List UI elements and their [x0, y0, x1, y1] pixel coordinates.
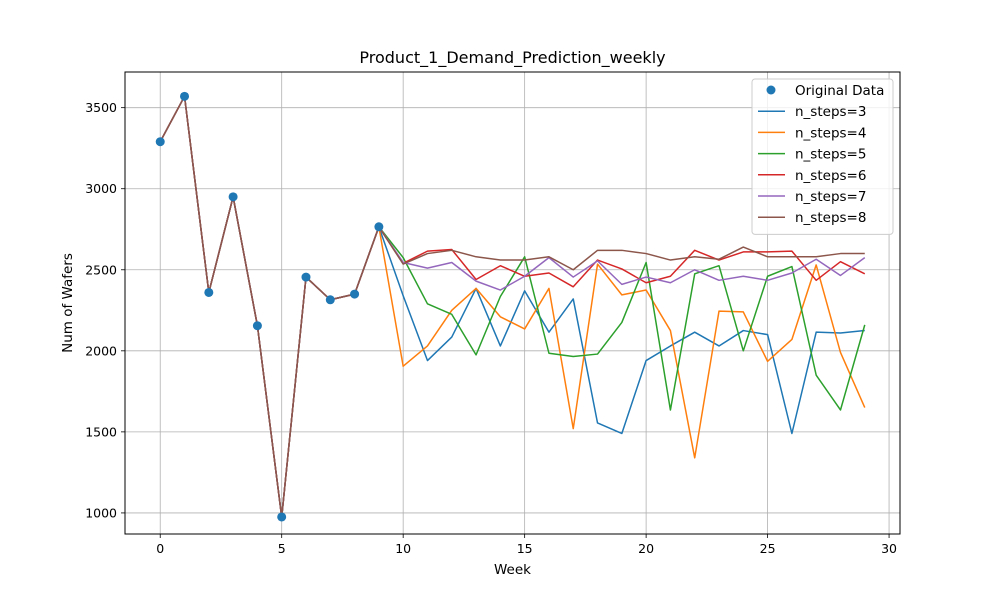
- y-tick-label: 1500: [85, 424, 117, 439]
- original-data-point: [228, 192, 238, 202]
- legend: Original Data n_steps=3 n_steps=4 n_steps=5…: [751, 78, 894, 235]
- plot-frame: [124, 71, 901, 535]
- y-tick-label: 1000: [85, 505, 117, 520]
- legend-box: [751, 78, 894, 235]
- original-data-point: [301, 272, 311, 282]
- series-layer: [159, 95, 866, 518]
- original-data-point: [374, 222, 384, 232]
- x-tick-label: 5: [278, 541, 286, 556]
- legend-label: n_steps=6: [795, 168, 866, 184]
- original-data-point: [180, 91, 190, 101]
- x-tick-label: 30: [881, 541, 897, 556]
- legend-label: n_steps=3: [795, 104, 866, 120]
- y-axis-ticks: 1000 1500 2000 2500 3000 3500: [85, 100, 125, 520]
- legend-label: n_steps=8: [795, 210, 866, 226]
- legend-label: Original Data: [795, 83, 884, 99]
- x-axis-ticks: 0 5 10 15 20 25 30: [156, 534, 897, 556]
- x-axis-label: Week: [494, 562, 531, 578]
- chart-title: Product_1_Demand_Prediction_weekly: [359, 48, 665, 68]
- x-tick-label: 0: [156, 541, 164, 556]
- original-data-point: [252, 321, 262, 331]
- x-tick-label: 20: [638, 541, 654, 556]
- original-data-point: [277, 512, 287, 522]
- y-tick-label: 3000: [85, 181, 117, 196]
- y-tick-label: 3500: [85, 100, 117, 115]
- series-line-n-steps-8: [159, 95, 865, 518]
- original-data-point: [325, 295, 335, 305]
- y-axis-label: Num of Wafers: [60, 253, 76, 353]
- x-tick-label: 25: [760, 541, 776, 556]
- legend-label: n_steps=4: [795, 125, 866, 141]
- original-data-point: [155, 137, 165, 147]
- original-data-point: [204, 287, 214, 297]
- original-data-points: [155, 91, 384, 522]
- x-tick-label: 10: [395, 541, 411, 556]
- legend-label: n_steps=5: [795, 147, 866, 163]
- legend-marker: [766, 85, 776, 95]
- y-tick-label: 2500: [85, 262, 117, 277]
- legend-label: n_steps=7: [795, 189, 866, 205]
- y-tick-label: 2000: [85, 343, 117, 358]
- x-tick-label: 15: [517, 541, 533, 556]
- original-data-point: [350, 289, 360, 299]
